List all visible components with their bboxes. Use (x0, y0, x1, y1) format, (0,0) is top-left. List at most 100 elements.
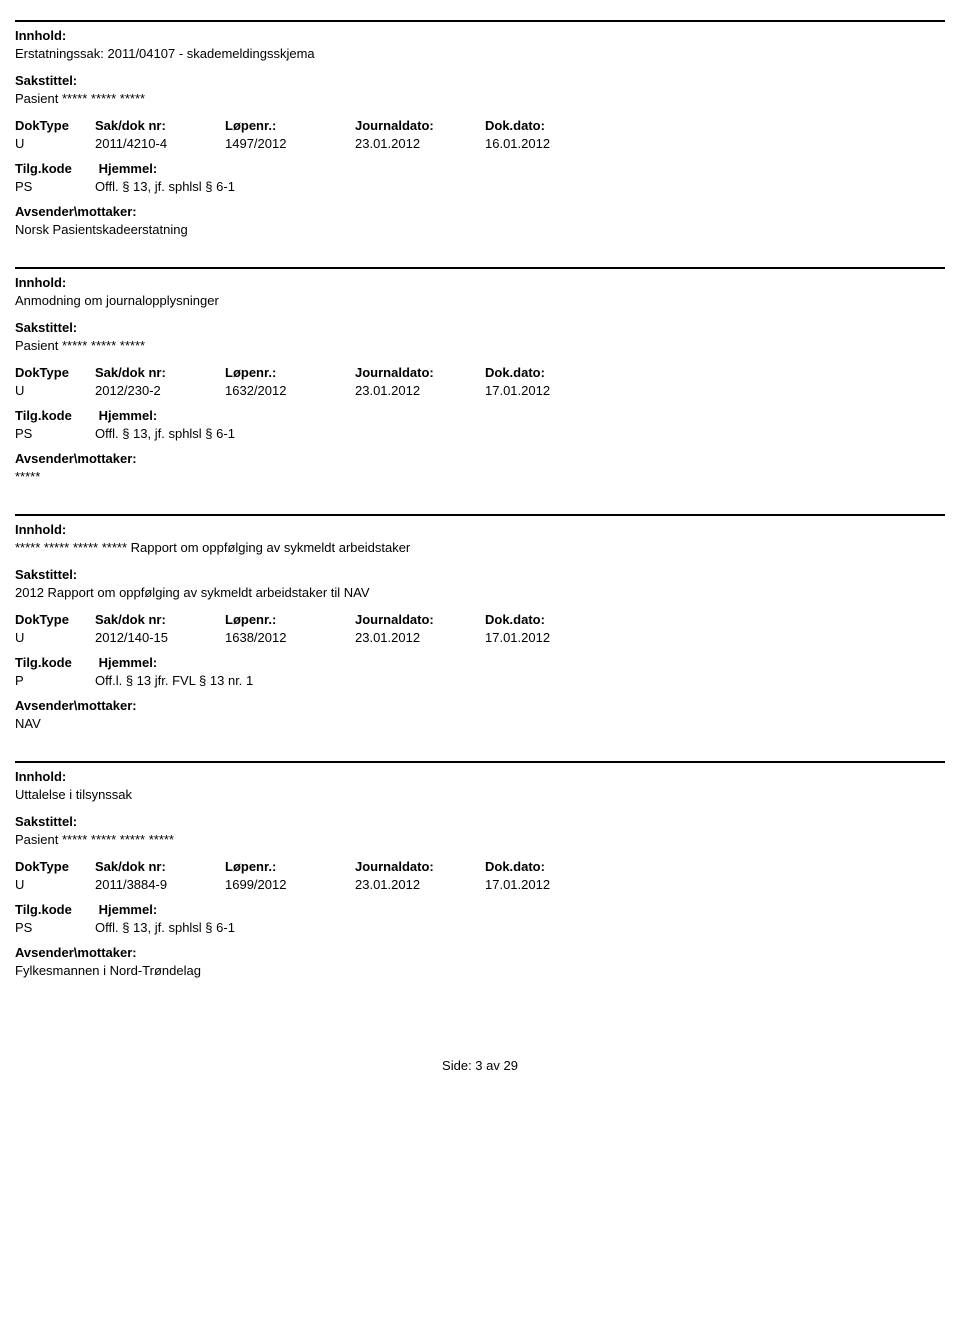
dokdato-value: 16.01.2012 (485, 136, 615, 151)
dokdato-header: Dok.dato: (485, 118, 615, 133)
sakdoknr-header: Sak/dok nr: (95, 118, 225, 133)
tilgkode-value-row: PS Offl. § 13, jf. sphlsl § 6-1 (15, 920, 945, 935)
journaldato-value: 23.01.2012 (355, 877, 485, 892)
journaldato-header: Journaldato: (355, 118, 485, 133)
sakdoknr-value: 2012/230-2 (95, 383, 225, 398)
lopenr-value: 1632/2012 (225, 383, 355, 398)
tilgkode-label: Tilg.kode (15, 902, 95, 917)
innhold-label: Innhold: (15, 522, 945, 537)
avsender-label: Avsender\mottaker: (15, 945, 945, 960)
journal-entry: Innhold: Anmodning om journalopplysninge… (15, 267, 945, 484)
dokdato-value: 17.01.2012 (485, 383, 615, 398)
avsender-value: Fylkesmannen i Nord-Trøndelag (15, 963, 945, 978)
hjemmel-label: Hjemmel: (99, 902, 158, 917)
page-footer: Side: 3 av 29 (15, 1058, 945, 1073)
sakdoknr-header: Sak/dok nr: (95, 612, 225, 627)
journal-entry: Innhold: ***** ***** ***** ***** Rapport… (15, 514, 945, 731)
dokdato-header: Dok.dato: (485, 859, 615, 874)
data-row: U 2012/140-15 1638/2012 23.01.2012 17.01… (15, 630, 945, 645)
column-headers: DokType Sak/dok nr: Løpenr.: Journaldato… (15, 365, 945, 380)
dokdato-value: 17.01.2012 (485, 877, 615, 892)
tilgkode-value: P (15, 673, 95, 688)
innhold-label: Innhold: (15, 28, 945, 43)
innhold-value: ***** ***** ***** ***** Rapport om oppfø… (15, 540, 945, 555)
sakdoknr-value: 2012/140-15 (95, 630, 225, 645)
sakdoknr-header: Sak/dok nr: (95, 859, 225, 874)
innhold-label: Innhold: (15, 769, 945, 784)
journal-entry: Innhold: Uttalelse i tilsynssak Sakstitt… (15, 761, 945, 978)
dokdato-header: Dok.dato: (485, 365, 615, 380)
journaldato-header: Journaldato: (355, 612, 485, 627)
tilgkode-value-row: P Off.l. § 13 jfr. FVL § 13 nr. 1 (15, 673, 945, 688)
lopenr-header: Løpenr.: (225, 859, 355, 874)
avsender-label: Avsender\mottaker: (15, 204, 945, 219)
doktype-value: U (15, 383, 95, 398)
sakstittel-value: Pasient ***** ***** ***** (15, 91, 945, 106)
lopenr-header: Løpenr.: (225, 365, 355, 380)
lopenr-header: Løpenr.: (225, 118, 355, 133)
column-headers: DokType Sak/dok nr: Løpenr.: Journaldato… (15, 612, 945, 627)
sakstittel-label: Sakstittel: (15, 320, 945, 335)
hjemmel-value: Offl. § 13, jf. sphlsl § 6-1 (95, 426, 945, 441)
journaldato-header: Journaldato: (355, 859, 485, 874)
tilgkode-header-row: Tilg.kode Hjemmel: (15, 902, 945, 917)
tilgkode-value: PS (15, 920, 95, 935)
column-headers: DokType Sak/dok nr: Løpenr.: Journaldato… (15, 118, 945, 133)
dokdato-header: Dok.dato: (485, 612, 615, 627)
sakstittel-value: 2012 Rapport om oppfølging av sykmeldt a… (15, 585, 945, 600)
innhold-value: Anmodning om journalopplysninger (15, 293, 945, 308)
avsender-label: Avsender\mottaker: (15, 451, 945, 466)
lopenr-value: 1699/2012 (225, 877, 355, 892)
lopenr-value: 1638/2012 (225, 630, 355, 645)
hjemmel-value: Offl. § 13, jf. sphlsl § 6-1 (95, 179, 945, 194)
tilgkode-label: Tilg.kode (15, 408, 95, 423)
avsender-value: NAV (15, 716, 945, 731)
sakstittel-label: Sakstittel: (15, 73, 945, 88)
tilgkode-label: Tilg.kode (15, 655, 95, 670)
tilgkode-label: Tilg.kode (15, 161, 95, 176)
sakstittel-label: Sakstittel: (15, 814, 945, 829)
hjemmel-value: Offl. § 13, jf. sphlsl § 6-1 (95, 920, 945, 935)
tilgkode-value: PS (15, 426, 95, 441)
journal-entry: Innhold: Erstatningssak: 2011/04107 - sk… (15, 20, 945, 237)
lopenr-value: 1497/2012 (225, 136, 355, 151)
doktype-header: DokType (15, 612, 95, 627)
journaldato-value: 23.01.2012 (355, 383, 485, 398)
tilgkode-value-row: PS Offl. § 13, jf. sphlsl § 6-1 (15, 426, 945, 441)
avsender-value: ***** (15, 469, 945, 484)
journaldato-header: Journaldato: (355, 365, 485, 380)
tilgkode-value-row: PS Offl. § 13, jf. sphlsl § 6-1 (15, 179, 945, 194)
doktype-header: DokType (15, 118, 95, 133)
innhold-value: Uttalelse i tilsynssak (15, 787, 945, 802)
sakdoknr-value: 2011/3884-9 (95, 877, 225, 892)
innhold-value: Erstatningssak: 2011/04107 - skademeldin… (15, 46, 945, 61)
data-row: U 2011/4210-4 1497/2012 23.01.2012 16.01… (15, 136, 945, 151)
tilgkode-header-row: Tilg.kode Hjemmel: (15, 655, 945, 670)
dokdato-value: 17.01.2012 (485, 630, 615, 645)
data-row: U 2011/3884-9 1699/2012 23.01.2012 17.01… (15, 877, 945, 892)
sakstittel-value: Pasient ***** ***** ***** ***** (15, 832, 945, 847)
hjemmel-label: Hjemmel: (99, 161, 158, 176)
hjemmel-label: Hjemmel: (99, 408, 158, 423)
sakstittel-label: Sakstittel: (15, 567, 945, 582)
column-headers: DokType Sak/dok nr: Løpenr.: Journaldato… (15, 859, 945, 874)
journaldato-value: 23.01.2012 (355, 630, 485, 645)
tilgkode-header-row: Tilg.kode Hjemmel: (15, 408, 945, 423)
doktype-value: U (15, 630, 95, 645)
sakdoknr-value: 2011/4210-4 (95, 136, 225, 151)
doktype-header: DokType (15, 365, 95, 380)
sakdoknr-header: Sak/dok nr: (95, 365, 225, 380)
tilgkode-header-row: Tilg.kode Hjemmel: (15, 161, 945, 176)
avsender-value: Norsk Pasientskadeerstatning (15, 222, 945, 237)
doktype-header: DokType (15, 859, 95, 874)
data-row: U 2012/230-2 1632/2012 23.01.2012 17.01.… (15, 383, 945, 398)
journaldato-value: 23.01.2012 (355, 136, 485, 151)
hjemmel-label: Hjemmel: (99, 655, 158, 670)
innhold-label: Innhold: (15, 275, 945, 290)
tilgkode-value: PS (15, 179, 95, 194)
lopenr-header: Løpenr.: (225, 612, 355, 627)
avsender-label: Avsender\mottaker: (15, 698, 945, 713)
doktype-value: U (15, 136, 95, 151)
sakstittel-value: Pasient ***** ***** ***** (15, 338, 945, 353)
doktype-value: U (15, 877, 95, 892)
